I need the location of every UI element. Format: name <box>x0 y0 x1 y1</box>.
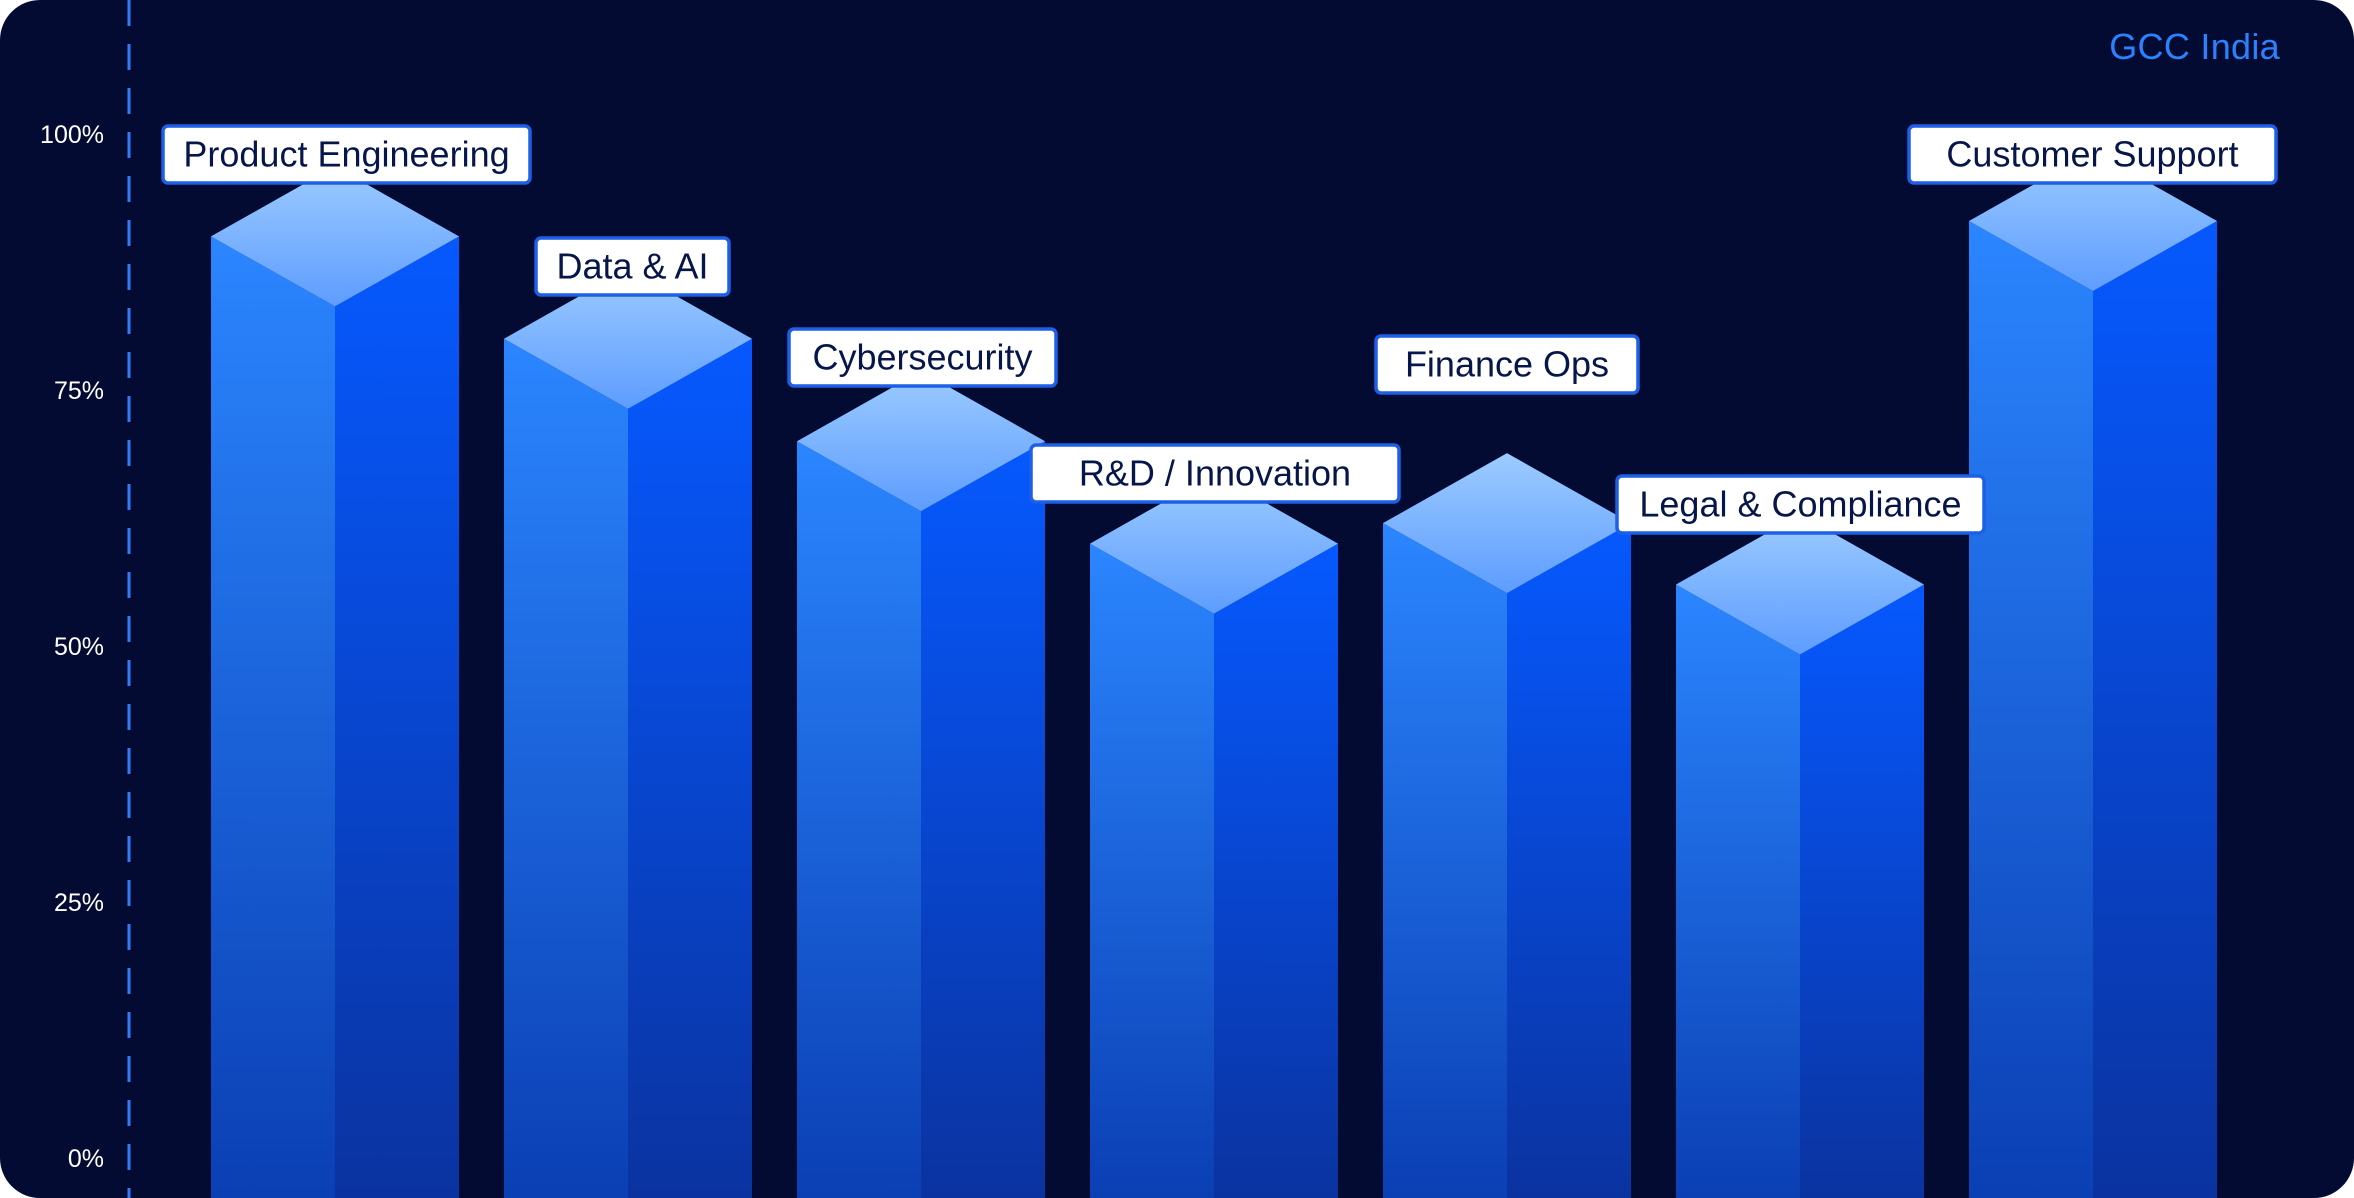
category-label-text: Product Engineering <box>183 134 509 175</box>
bar-front-face <box>211 236 335 1198</box>
bar-side-face <box>335 236 459 1198</box>
bar-front-face <box>504 338 628 1198</box>
category-label-box <box>1907 124 2278 185</box>
bar <box>1969 151 2217 1198</box>
category-label-text: R&D / Innovation <box>1079 453 1351 494</box>
category-label: Product Engineering <box>161 124 532 185</box>
bar-top-face <box>797 371 1045 512</box>
bar-top-face <box>1676 514 1924 655</box>
y-tick-label: 75% <box>54 377 104 405</box>
bar-side-face <box>1800 584 1924 1198</box>
bar-side-face <box>1214 543 1338 1198</box>
category-label-box <box>1374 334 1640 395</box>
bar-front-face <box>1383 523 1507 1198</box>
category-label-text: Customer Support <box>1946 134 2238 175</box>
bar-top-face <box>1090 473 1338 614</box>
y-tick-label: 100% <box>40 121 104 149</box>
bar <box>211 166 459 1198</box>
y-tick-label: 50% <box>54 633 104 661</box>
bar-side-face <box>628 338 752 1198</box>
bar-front-face <box>1676 584 1800 1198</box>
category-label: R&D / Innovation <box>1029 443 1401 504</box>
bar-top-face <box>1969 151 2217 292</box>
bar <box>1676 514 1924 1198</box>
bar <box>797 371 1045 1198</box>
bar <box>1090 473 1338 1198</box>
category-label: Finance Ops <box>1374 334 1640 395</box>
chart-title: GCC India <box>2109 26 2280 67</box>
y-axis: 0% 25% 50% 75% 100% <box>40 0 131 1198</box>
category-label: Cybersecurity <box>787 327 1058 388</box>
bar-front-face <box>1969 221 2093 1198</box>
category-label-text: Data & AI <box>556 246 708 287</box>
bars-group <box>211 151 2217 1198</box>
category-label-text: Legal & Compliance <box>1639 484 1961 525</box>
category-label-box <box>787 327 1058 388</box>
category-label: Customer Support <box>1907 124 2278 185</box>
category-label-box <box>1615 474 1986 535</box>
bar-top-face <box>504 268 752 409</box>
category-label-box <box>534 236 731 297</box>
category-label: Data & AI <box>534 236 731 297</box>
bar <box>504 268 752 1198</box>
category-label-box <box>161 124 532 185</box>
bar-front-face <box>1090 543 1214 1198</box>
category-label-text: Cybersecurity <box>812 337 1032 378</box>
bar-top-face <box>211 166 459 307</box>
category-label-box <box>1029 443 1401 504</box>
bar-top-face <box>1383 453 1631 594</box>
y-tick-label: 25% <box>54 889 104 917</box>
category-label-text: Finance Ops <box>1405 344 1609 385</box>
category-label: Legal & Compliance <box>1615 474 1986 535</box>
bar-side-face <box>1507 523 1631 1198</box>
bar-side-face <box>921 441 1045 1198</box>
bar-side-face <box>2093 221 2217 1198</box>
category-labels-group: Product Engineering Data & AI Cybersecurit… <box>161 124 2278 535</box>
bar <box>1383 453 1631 1198</box>
y-tick-label: 0% <box>68 1145 104 1173</box>
bar-front-face <box>797 441 921 1198</box>
